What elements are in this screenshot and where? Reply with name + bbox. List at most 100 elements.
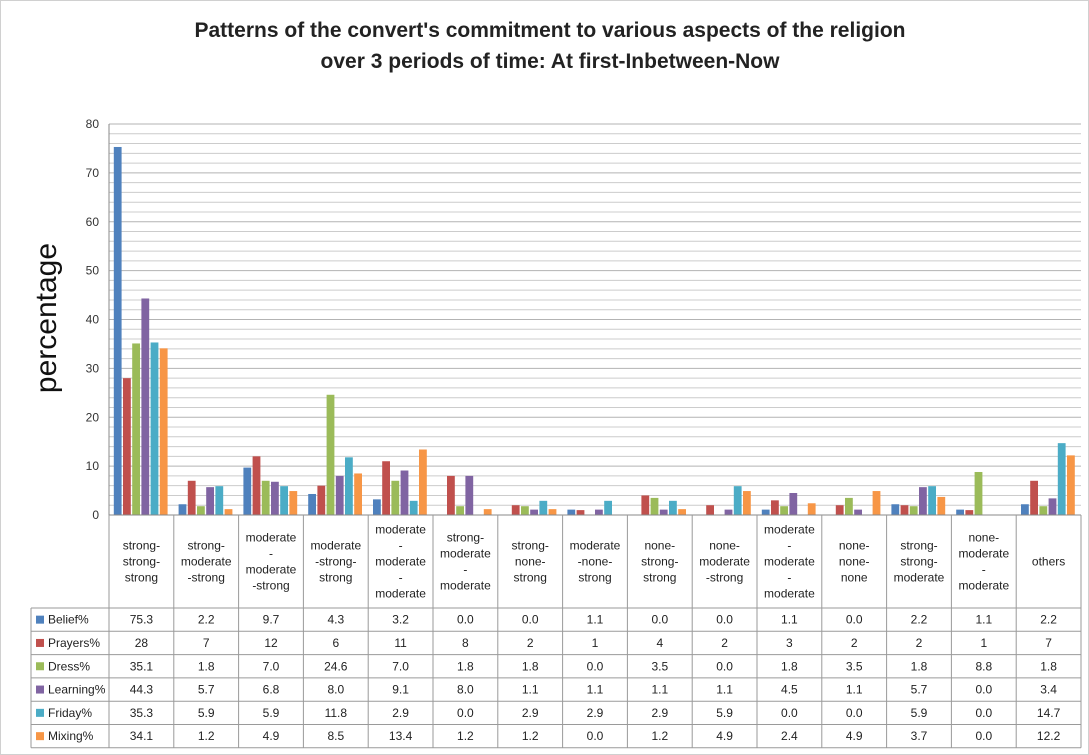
bar (373, 499, 381, 515)
table-cell: 1.1 (846, 683, 863, 697)
category-label: -strong (706, 571, 743, 585)
legend-key (36, 685, 44, 694)
bar (771, 500, 779, 515)
bar (974, 471, 983, 515)
table-cell: 4.3 (327, 613, 344, 627)
table-cell: 5.9 (198, 706, 215, 720)
table-cell: 7 (1045, 636, 1052, 650)
bar (733, 486, 742, 515)
bar (521, 506, 529, 515)
table-cell: 11 (394, 636, 407, 650)
bar (678, 509, 686, 515)
y-axis-ticks: 0 10 20 30 40 50 60 70 80 (86, 117, 110, 522)
bar (807, 503, 816, 515)
bar (382, 461, 390, 515)
table-cell: 1 (980, 636, 987, 650)
bar (141, 298, 150, 515)
table-cell: 7.0 (263, 659, 280, 673)
category-label: moderate (764, 587, 815, 601)
bar (243, 467, 252, 515)
table-cell: 34.1 (130, 729, 154, 743)
y-tick-label: 70 (86, 166, 100, 180)
bar (132, 343, 140, 515)
bar (308, 493, 316, 515)
category-label: moderate (764, 523, 815, 537)
category-label: -strong (188, 571, 225, 585)
category-label: -strong- (315, 555, 356, 569)
table-cell: 3.2 (392, 613, 409, 627)
bar (706, 505, 714, 515)
bar (854, 509, 862, 515)
table-cell: 1.1 (781, 613, 798, 627)
legend-label: Prayers% (48, 636, 100, 650)
y-tick-label: 60 (86, 215, 100, 229)
bar (345, 457, 353, 515)
table-cell: 1.2 (651, 729, 668, 743)
table-cell: 6.8 (263, 683, 280, 697)
category-label: none (841, 571, 868, 585)
table-cell: 4.5 (781, 683, 798, 697)
category-label: strong- (123, 555, 160, 569)
table-cell: 5.9 (911, 706, 928, 720)
bar (391, 480, 400, 515)
table-cell: 1 (592, 636, 599, 650)
bar (483, 509, 492, 515)
bar (937, 496, 946, 515)
bar (604, 500, 612, 515)
table-cell: 11.8 (325, 706, 348, 720)
category-label: strong- (512, 539, 549, 553)
table-cell: 2.9 (587, 706, 604, 720)
bar (548, 509, 557, 515)
bar (1039, 506, 1048, 515)
category-label: none- (839, 539, 870, 553)
table-cell: 3.7 (911, 729, 928, 743)
bar (511, 505, 520, 515)
table-cell: 12.2 (1037, 729, 1061, 743)
category-label: others (1032, 555, 1065, 569)
table-cell: 44.3 (130, 683, 154, 697)
bar (159, 348, 168, 515)
table-cell: 4 (656, 636, 663, 650)
category-label: -strong (252, 579, 289, 593)
bar (965, 510, 974, 515)
bar (1067, 455, 1075, 515)
table-cell: 0.0 (716, 613, 733, 627)
category-label: moderate (375, 555, 426, 569)
bar (1057, 443, 1066, 515)
table-cell: 2.2 (198, 613, 215, 627)
category-label: none- (644, 539, 675, 553)
bar (465, 475, 474, 515)
bar (909, 506, 918, 515)
bar (641, 495, 650, 515)
category-label: - (982, 563, 986, 577)
category-label: none- (968, 531, 999, 545)
bar (215, 486, 224, 515)
category-label: strong- (447, 531, 484, 545)
table-cell: 8 (462, 636, 469, 650)
legend-key (36, 638, 44, 647)
category-label: - (399, 571, 403, 585)
bar (113, 146, 122, 515)
category-label: moderate (375, 523, 426, 537)
table-cell: 1.1 (587, 613, 604, 627)
bar (891, 504, 900, 515)
category-label: - (399, 539, 403, 553)
bar (224, 509, 233, 515)
legend-label: Learning% (48, 683, 106, 697)
table-cell: 0.0 (975, 706, 992, 720)
table-cell: 5.9 (716, 706, 733, 720)
table-cell: 0.0 (587, 729, 604, 743)
table-cell: 0.0 (457, 706, 474, 720)
table-cell: 5.7 (198, 683, 215, 697)
bar (872, 491, 881, 515)
category-label: strong- (641, 555, 678, 569)
category-label: moderate (246, 531, 297, 545)
bar (567, 509, 576, 515)
category-label: none- (709, 539, 740, 553)
bar (456, 506, 464, 515)
category-label: moderate (894, 571, 945, 585)
table-cell: 0.0 (457, 613, 474, 627)
category-label: - (787, 571, 791, 585)
table-cell: 8.0 (457, 683, 474, 697)
bar (845, 497, 853, 515)
